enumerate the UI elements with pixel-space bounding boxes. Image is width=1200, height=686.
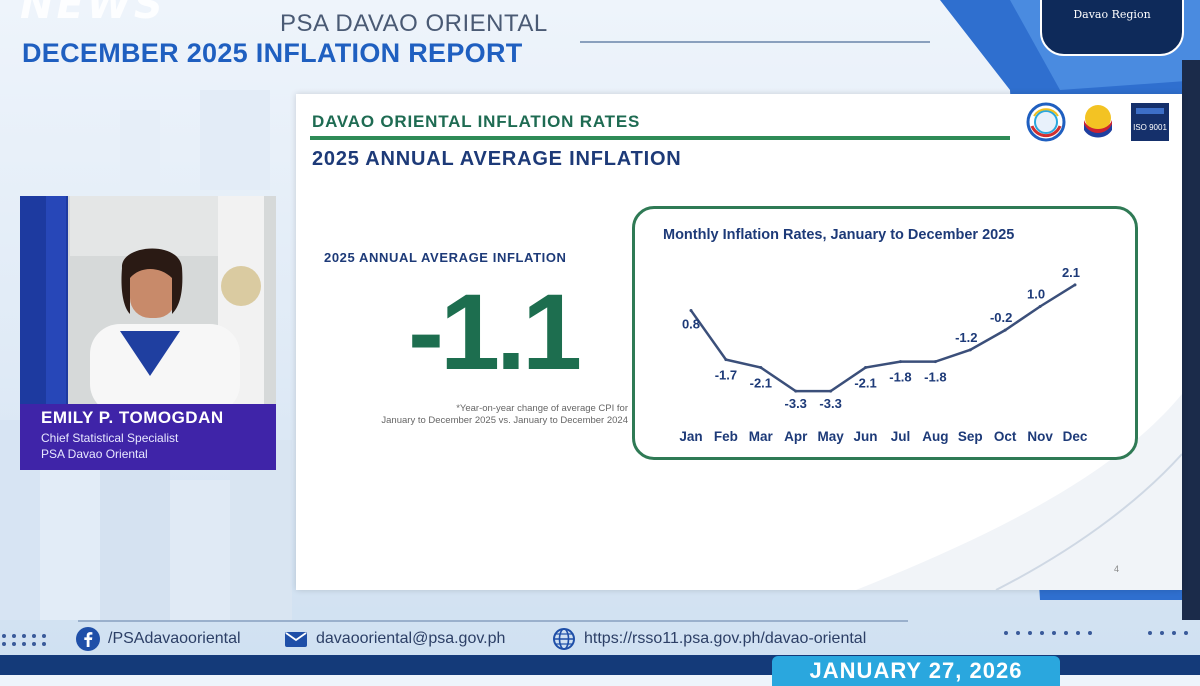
facebook-handle: /PSAdavaooriental (108, 630, 241, 647)
x-tick-nov: Nov (1027, 429, 1053, 444)
speaker-nameplate: EMILY P. TOMOGDAN Chief Statistical Spec… (20, 404, 276, 470)
side-band (1182, 60, 1200, 620)
data-label-may: -3.3 (819, 396, 841, 411)
monthly-inflation-line-chart: 0.8 Jan -1.7 Feb -2.1 Mar -3.3 Apr -3.3 May -2.1 Ju… (679, 265, 1088, 444)
presentation-slide: DAVAO ORIENTAL INFLATION RATES 2025 ANNU… (296, 94, 1182, 590)
region-badge: Davao Region (1040, 0, 1184, 56)
data-point-sep (968, 348, 972, 352)
x-tick-mar: Mar (749, 429, 774, 444)
data-point-jan (689, 308, 693, 312)
x-tick-feb: Feb (714, 429, 738, 444)
data-label-oct: -0.2 (990, 310, 1012, 325)
news-watermark: NEWS (20, 0, 166, 28)
data-point-dec (1073, 283, 1077, 287)
title-underline (310, 136, 1010, 140)
footnote-line-1: *Year-on-year change of average CPI for (456, 403, 628, 414)
report-title: DECEMBER 2025 INFLATION REPORT (22, 38, 523, 68)
data-label-jul: -1.8 (889, 370, 911, 385)
contact-footer: /PSAdavaooriental davaooriental@psa.gov.… (0, 624, 1200, 654)
chart-title: Monthly Inflation Rates, January to Dece… (663, 227, 1015, 243)
website-contact[interactable]: https://rsso11.psa.gov.ph/davao-oriental (552, 627, 866, 651)
annual-average-value: -1.1 (408, 271, 582, 392)
annual-average-label: 2025 ANNUAL AVERAGE INFLATION (324, 250, 567, 265)
logo-group: ISO 9001 (1026, 102, 1176, 142)
x-tick-jan: Jan (679, 429, 702, 444)
data-point-oct (1003, 328, 1007, 332)
iso-9001-logo: ISO 9001 (1131, 103, 1169, 141)
header-divider (580, 41, 930, 43)
facebook-icon (76, 627, 100, 651)
data-label-apr: -3.3 (785, 396, 807, 411)
bagong-pilipinas-logo (1084, 105, 1112, 138)
slide-subtitle: 2025 ANNUAL AVERAGE INFLATION (312, 148, 682, 170)
data-point-apr (794, 389, 798, 393)
speaker-video-feed: EMILY P. TOMOGDAN Chief Statistical Spec… (20, 196, 276, 470)
data-label-mar: -2.1 (750, 376, 772, 391)
website-url: https://rsso11.psa.gov.ph/davao-oriental (584, 630, 867, 647)
x-tick-jul: Jul (891, 429, 911, 444)
slide-title: DAVAO ORIENTAL INFLATION RATES (312, 112, 641, 131)
data-point-mar (759, 366, 763, 370)
x-tick-oct: Oct (994, 429, 1017, 444)
chart-card: Monthly Inflation Rates, January to Dece… (632, 206, 1138, 460)
broadcast-date: JANUARY 27, 2026 (772, 656, 1060, 686)
data-point-feb (724, 358, 728, 362)
data-point-may (829, 389, 833, 393)
data-point-jul (898, 360, 902, 364)
footer-divider (78, 620, 908, 622)
svg-text:ISO 9001: ISO 9001 (1133, 123, 1167, 132)
data-label-nov: 1.0 (1027, 287, 1045, 302)
speaker-office: PSA Davao Oriental (41, 447, 148, 461)
x-tick-sep: Sep (958, 429, 983, 444)
email-contact[interactable]: davaooriental@psa.gov.ph (284, 627, 505, 651)
facebook-contact[interactable]: /PSAdavaooriental (76, 627, 241, 651)
x-tick-aug: Aug (922, 429, 948, 444)
data-label-aug: -1.8 (924, 370, 946, 385)
x-tick-dec: Dec (1063, 429, 1088, 444)
footnote-line-2: January to December 2025 vs. January to … (381, 415, 628, 426)
page-number: 4 (1114, 564, 1120, 574)
speaker-name: EMILY P. TOMOGDAN (41, 408, 224, 427)
speaker-position: Chief Statistical Specialist (41, 431, 179, 445)
x-tick-may: May (818, 429, 845, 444)
data-label-jun: -2.1 (854, 376, 876, 391)
mail-icon (285, 632, 307, 647)
x-tick-jun: Jun (854, 429, 878, 444)
data-label-feb: -1.7 (715, 368, 737, 383)
data-label-jan: 0.8 (682, 316, 700, 331)
footnote: *Year-on-year change of average CPI for … (306, 403, 628, 427)
inflation-series-line (689, 283, 1076, 393)
data-point-aug (933, 360, 937, 364)
data-point-jun (864, 366, 868, 370)
header-org: PSA DAVAO ORIENTAL (280, 10, 548, 37)
data-label-sep: -1.2 (955, 330, 977, 345)
email-address: davaooriental@psa.gov.ph (316, 630, 506, 647)
globe-icon (553, 628, 575, 650)
data-point-nov (1038, 305, 1042, 308)
psa-seal-logo (1026, 102, 1066, 142)
dots-decoration-left (2, 634, 46, 646)
data-label-dec: 2.1 (1062, 265, 1080, 280)
dots-decoration-right (1004, 631, 1188, 635)
x-tick-apr: Apr (784, 429, 808, 444)
